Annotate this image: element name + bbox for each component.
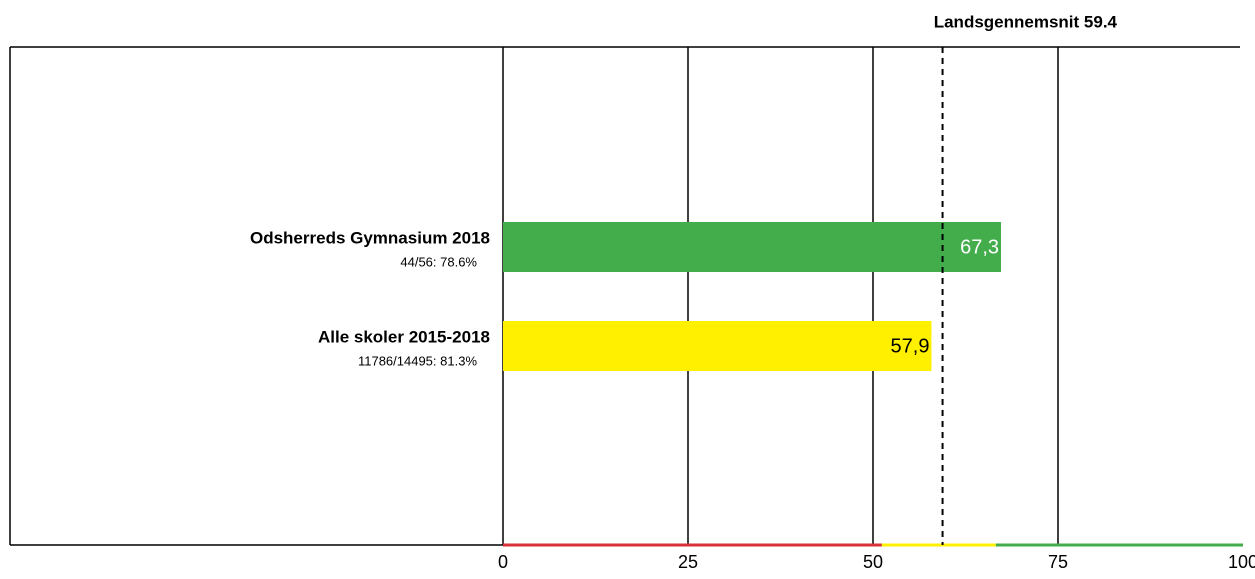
- x-tick-label: 100: [1228, 552, 1255, 572]
- value-label: 67,3: [960, 236, 999, 258]
- x-tick-label: 25: [678, 552, 698, 572]
- category-label: Odsherreds Gymnasium 2018: [250, 228, 490, 247]
- category-label: Alle skoler 2015-2018: [318, 327, 490, 346]
- x-tick-label: 50: [863, 552, 883, 572]
- bar: [503, 222, 1002, 272]
- category-sublabel: 44/56: 78.6%: [400, 254, 477, 269]
- reference-annotation: Landsgennemsnit 59.4: [934, 12, 1118, 31]
- category-sublabel: 11786/14495: 81.3%: [358, 353, 477, 368]
- x-tick-label: 75: [1048, 552, 1068, 572]
- x-tick-label: 0: [498, 552, 508, 572]
- bar: [503, 321, 932, 371]
- value-label: 57,9: [891, 335, 930, 357]
